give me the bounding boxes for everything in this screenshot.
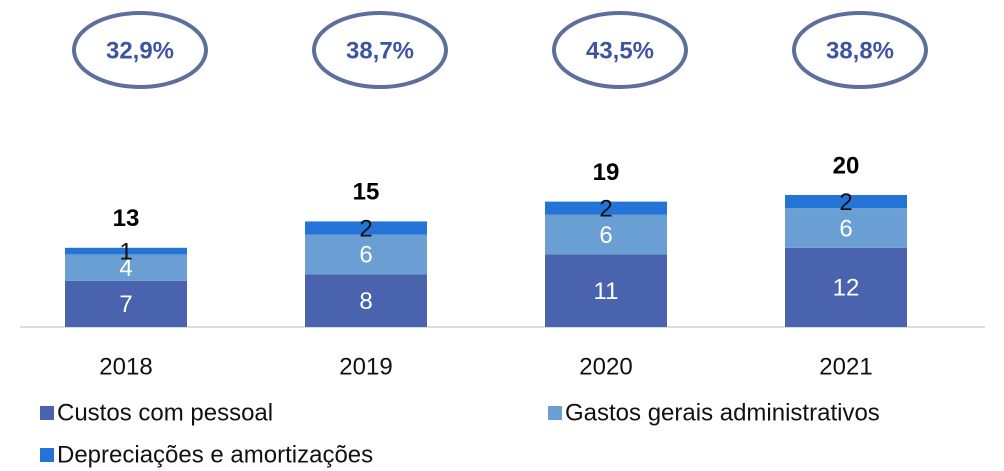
segment-label: 2 <box>599 196 612 223</box>
x-tick-label: 2021 <box>819 353 872 380</box>
segment-label: 2 <box>839 189 852 216</box>
bar-segment <box>305 221 427 235</box>
bar-segment <box>785 195 907 209</box>
ratio-oval <box>312 11 448 89</box>
ratio-label: 43,5% <box>586 37 654 64</box>
segment-label: 8 <box>359 288 372 315</box>
ratio-oval <box>792 11 928 89</box>
bar-segment <box>785 247 907 327</box>
legend-label: Custos com pessoal <box>57 399 273 426</box>
bar-segment <box>545 214 667 255</box>
bar-segment <box>65 254 187 281</box>
legend-swatch <box>40 406 54 420</box>
x-tick-label: 2018 <box>99 353 152 380</box>
legend-swatch <box>40 448 54 462</box>
legend-label: Gastos gerais administrativos <box>565 399 880 426</box>
bar-segment <box>65 247 187 255</box>
segment-label: 6 <box>599 222 612 249</box>
ratio-label: 38,7% <box>346 37 414 64</box>
ratio-oval <box>72 11 208 89</box>
segment-label: 2 <box>359 215 372 242</box>
bar-segment <box>545 201 667 215</box>
segment-label: 6 <box>839 215 852 242</box>
total-label: 19 <box>593 159 620 186</box>
bar-segment <box>65 280 187 327</box>
x-tick-label: 2019 <box>339 353 392 380</box>
legend-label: Depreciações e amortizações <box>57 441 373 468</box>
total-label: 13 <box>113 205 140 232</box>
segment-label: 12 <box>833 275 860 302</box>
bar-segment <box>785 208 907 248</box>
ratio-label: 32,9% <box>106 37 174 64</box>
segment-label: 1 <box>119 238 132 265</box>
ratio-oval <box>552 11 688 89</box>
segment-label: 6 <box>359 242 372 269</box>
bar-segment <box>305 234 427 275</box>
legend-swatch <box>548 406 562 420</box>
segment-label: 7 <box>119 291 132 318</box>
x-tick-label: 2020 <box>579 353 632 380</box>
segment-label: 11 <box>594 278 619 305</box>
ratio-label: 38,8% <box>826 37 894 64</box>
total-label: 15 <box>353 179 380 206</box>
total-label: 20 <box>833 152 860 179</box>
bar-segment <box>545 254 667 327</box>
segment-label: 4 <box>119 255 132 282</box>
bar-segment <box>305 274 427 327</box>
